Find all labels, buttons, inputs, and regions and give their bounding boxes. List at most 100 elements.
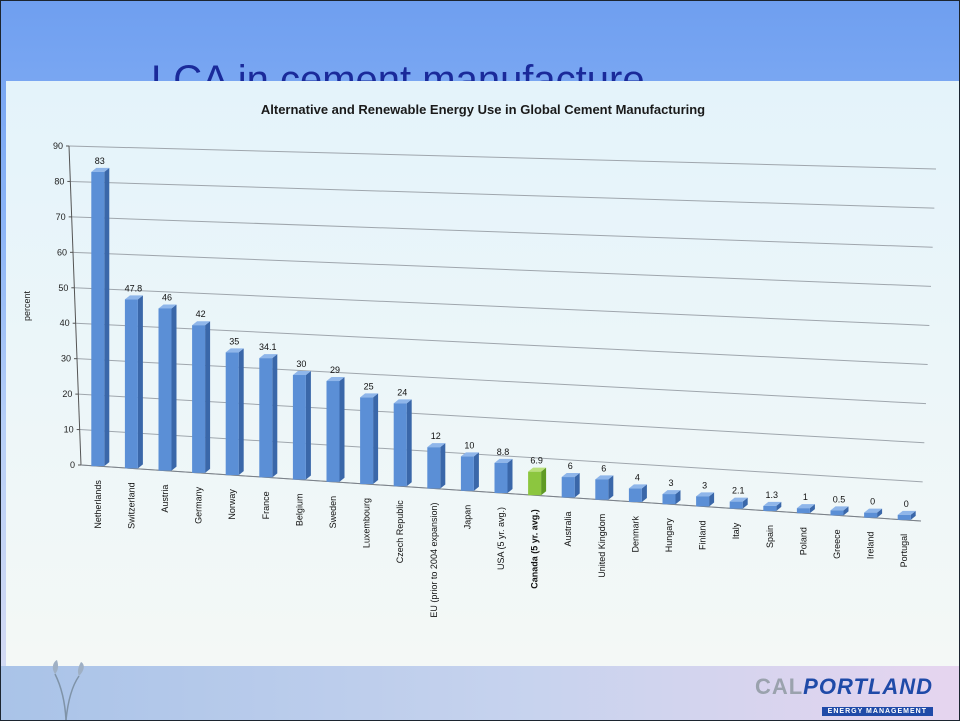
data-label: 6: [568, 461, 573, 471]
gridline: [79, 429, 923, 483]
bar-netherlands: [91, 167, 110, 467]
bar-norway: [225, 348, 244, 476]
logo-portland-text: PORTLAND: [803, 674, 933, 699]
data-label: 0: [904, 499, 909, 509]
bar-spain: [763, 501, 782, 511]
data-label: 6: [601, 463, 606, 473]
x-tick-label: Canada (5 yr. avg.): [530, 509, 540, 589]
y-tick-label: 50: [58, 283, 68, 293]
bar-chart: Alternative and Renewable Energy Use in …: [22, 102, 937, 618]
bar-eu-prior-to-2004-expansion: [427, 443, 446, 489]
plant-graphic-icon: [52, 660, 84, 720]
bar-belgium: [292, 371, 311, 480]
x-tick-label: USA (5 yr. avg.): [496, 507, 506, 570]
data-label: 46: [162, 292, 172, 302]
data-label: 0.5: [833, 494, 846, 504]
bar-finland: [696, 492, 715, 507]
x-tick-label: Netherlands: [93, 480, 103, 529]
x-tick-label: Japan: [462, 505, 472, 530]
data-label: 34.1: [259, 342, 277, 352]
bar-hungary: [662, 490, 681, 505]
footer: CALPORTLAND ENERGY MANAGEMENT: [1, 660, 959, 720]
data-label: 83: [95, 156, 105, 166]
x-tick-label: Norway: [227, 489, 237, 520]
logo-cal-text: CAL: [754, 674, 804, 699]
x-tick-label: EU (prior to 2004 expansion): [429, 503, 439, 618]
data-label: 8.8: [497, 447, 510, 457]
bar-canada-5-yr-avg: [528, 467, 547, 496]
x-tick-label: Sweden: [328, 496, 338, 529]
x-tick-label: Czech Republic: [395, 500, 405, 564]
x-tick-label: Finland: [698, 520, 708, 550]
gridline: [71, 216, 933, 248]
bar-luxembourg: [360, 393, 379, 485]
data-label: 3: [668, 478, 673, 488]
gridline: [78, 393, 925, 444]
gridline: [70, 180, 935, 209]
data-label: 29: [330, 365, 340, 375]
bar-austria: [158, 304, 177, 471]
x-tick-label: Germany: [194, 486, 204, 524]
data-label: 3: [702, 480, 707, 490]
data-label: 6.9: [530, 456, 543, 466]
gridline: [68, 145, 937, 170]
bar-united-kingdom: [595, 475, 614, 500]
chart-title: Alternative and Renewable Energy Use in …: [261, 102, 705, 117]
slide-title: LCA in cement manufacture: [151, 59, 645, 81]
y-axis-label: percent: [22, 290, 32, 321]
bar-ireland: [864, 508, 883, 518]
gridline: [74, 287, 930, 326]
data-label: 25: [364, 381, 374, 391]
logo-subtitle: ENERGY MANAGEMENT: [821, 707, 933, 716]
data-label: 35: [229, 336, 239, 346]
data-label: 10: [464, 440, 474, 450]
bar-denmark: [628, 484, 647, 502]
y-tick-label: 70: [56, 212, 66, 222]
x-tick-label: Poland: [798, 527, 808, 555]
y-tick-label: 30: [61, 354, 71, 364]
x-tick-label: Greece: [832, 529, 842, 559]
data-label: 42: [196, 309, 206, 319]
data-label: 1: [803, 492, 808, 502]
x-tick-label: United Kingdom: [597, 514, 607, 578]
gridline: [75, 322, 928, 366]
y-tick-label: 0: [70, 460, 75, 470]
x-tick-label: Hungary: [664, 518, 674, 553]
x-tick-label: Luxembourg: [362, 498, 372, 548]
bar-poland: [796, 504, 815, 514]
bar-czech-republic: [393, 399, 412, 487]
bar-italy: [729, 497, 748, 509]
data-label: 24: [397, 387, 407, 397]
gridline: [72, 251, 932, 287]
y-tick-label: 90: [53, 141, 63, 151]
calportland-logo: CALPORTLAND ENERGY MANAGEMENT: [755, 674, 933, 718]
bar-switzerland: [124, 295, 143, 469]
data-label: 2.1: [732, 486, 745, 496]
bar-japan: [460, 452, 479, 491]
bar-sweden: [326, 377, 345, 482]
bar-australia: [561, 473, 580, 498]
x-tick-label: Australia: [563, 511, 573, 546]
x-tick-label: Denmark: [630, 515, 640, 552]
y-tick-label: 80: [54, 176, 64, 186]
y-tick-label: 60: [57, 247, 67, 257]
x-tick-label: Austria: [160, 485, 170, 513]
bar-greece: [830, 506, 849, 516]
data-label: 4: [635, 472, 640, 482]
gridline: [76, 358, 927, 405]
bar-germany: [192, 321, 211, 473]
x-tick-label: Italy: [731, 522, 741, 539]
data-label: 1.3: [766, 490, 779, 500]
x-tick-label: Portugal: [899, 534, 909, 568]
chart-panel: Alternative and Renewable Energy Use in …: [6, 81, 959, 666]
x-tick-label: France: [261, 491, 271, 519]
data-label: 30: [296, 359, 306, 369]
y-tick-label: 20: [62, 389, 72, 399]
data-label: 0: [870, 497, 875, 507]
y-axis: [68, 145, 82, 466]
x-tick-label: Spain: [765, 525, 775, 548]
y-tick-label: 40: [60, 318, 70, 328]
x-tick-label: Belgium: [294, 494, 304, 527]
data-label: 47.8: [125, 283, 143, 293]
